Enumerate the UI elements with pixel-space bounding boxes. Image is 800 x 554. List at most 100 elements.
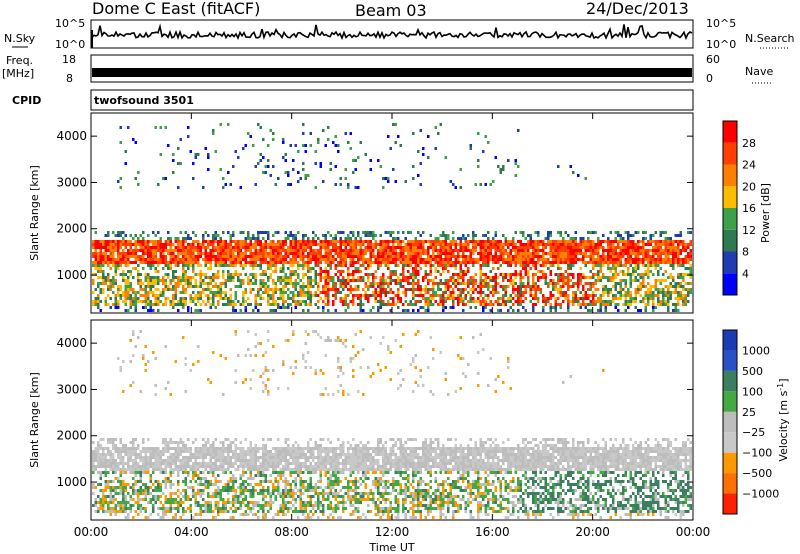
range-cell (674, 252, 677, 255)
range-cell (609, 288, 612, 291)
range-cell (404, 288, 407, 291)
range-cell (677, 246, 680, 249)
range-cell (137, 504, 140, 507)
range-cell (592, 246, 595, 249)
range-cell (592, 240, 595, 243)
range-cell (484, 135, 487, 138)
range-cell (242, 255, 245, 258)
range-cell (672, 240, 675, 243)
range-cell (207, 246, 210, 249)
range-cell (357, 297, 360, 300)
range-cell (544, 264, 547, 267)
range-cell (634, 288, 637, 291)
range-cell (174, 513, 177, 516)
range-cell (107, 450, 110, 453)
range-cell (592, 261, 595, 264)
range-cell (634, 270, 637, 273)
range-cell (254, 165, 257, 168)
range-cell (229, 294, 232, 297)
range-cell (657, 261, 660, 264)
range-cell (199, 303, 202, 306)
range-cell (272, 252, 275, 255)
range-cell (374, 291, 377, 294)
range-cell (407, 231, 410, 234)
range-cell (629, 243, 632, 246)
range-cell (399, 261, 402, 264)
range-cell (122, 240, 125, 243)
range-cell (567, 279, 570, 282)
range-cell (112, 498, 115, 501)
range-cell (642, 249, 645, 252)
range-cell (449, 291, 452, 294)
range-cell (124, 504, 127, 507)
range-cell (134, 501, 137, 504)
range-cell (117, 492, 120, 495)
range-cell (117, 243, 120, 246)
range-cell (342, 252, 345, 255)
range-cell (99, 258, 102, 261)
range-cell (132, 471, 135, 474)
range-cell (592, 249, 595, 252)
range-cell (527, 246, 530, 249)
range-cell (414, 276, 417, 279)
range-cell (199, 285, 202, 288)
range-cell (154, 246, 157, 249)
range-cell (144, 279, 147, 282)
range-cell (129, 507, 132, 510)
range-cell (444, 279, 447, 282)
range-cell (642, 231, 645, 234)
range-cell (217, 261, 220, 264)
range-cell (522, 252, 525, 255)
range-cell (574, 294, 577, 297)
range-cell (177, 468, 180, 471)
range-cell (167, 273, 170, 276)
range-cell (114, 249, 117, 252)
range-cell (169, 438, 172, 441)
range-cell (169, 474, 172, 477)
range-cell (629, 264, 632, 267)
range-cell (314, 240, 317, 243)
range-cell (272, 234, 275, 237)
range-cell (469, 240, 472, 243)
range-cell (149, 300, 152, 303)
range-cell (242, 294, 245, 297)
range-cell (262, 270, 265, 273)
range-cell (154, 468, 157, 471)
range-cell (529, 291, 532, 294)
range-cell (292, 282, 295, 285)
range-cell (209, 267, 212, 270)
range-cell (467, 240, 470, 243)
range-cell (574, 243, 577, 246)
range-cell (422, 240, 425, 243)
range-cell (159, 258, 162, 261)
range-cell (144, 306, 147, 309)
range-cell (384, 231, 387, 234)
range-cell (302, 132, 305, 135)
range-cell (242, 240, 245, 243)
range-cell (324, 261, 327, 264)
range-cell (332, 288, 335, 291)
range-cell (132, 288, 135, 291)
range-cell (167, 297, 170, 300)
range-cell (214, 150, 217, 153)
range-cell (142, 231, 145, 234)
range-cell (567, 300, 570, 303)
range-cell (139, 480, 142, 483)
range-cell (322, 270, 325, 273)
range-cell (289, 249, 292, 252)
range-cell (307, 297, 310, 300)
range-cell (549, 279, 552, 282)
range-cell (454, 258, 457, 261)
range-cell (349, 261, 352, 264)
range-cell (592, 231, 595, 234)
range-cell (547, 231, 550, 234)
range-cell (417, 279, 420, 282)
range-cell (227, 258, 230, 261)
range-cell (524, 255, 527, 258)
range-cell (602, 258, 605, 261)
range-cell (627, 237, 630, 240)
range-cell (252, 234, 255, 237)
range-cell (222, 249, 225, 252)
range-cell (357, 267, 360, 270)
range-cell (417, 261, 420, 264)
